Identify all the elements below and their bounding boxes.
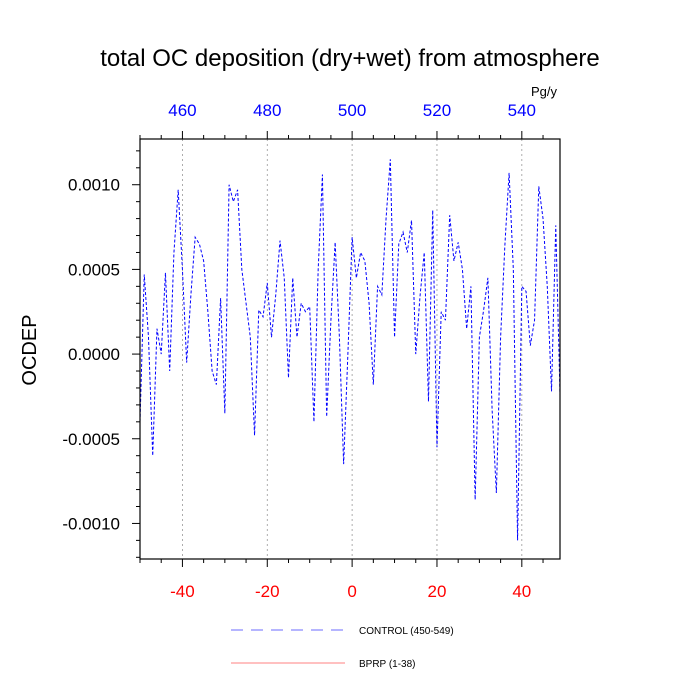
x-bottom-tick-label: 40 <box>512 582 531 601</box>
x-bottom-tick-label: -40 <box>170 582 195 601</box>
x-top-tick-labels: 460 480 500 520 540 <box>168 101 536 120</box>
x-top-tick-label: 520 <box>423 101 451 120</box>
x-top-tick-label: 480 <box>253 101 281 120</box>
grid-lines <box>182 139 523 559</box>
minor-ticks <box>136 135 544 563</box>
y-tick-label: 0.0010 <box>68 176 120 195</box>
y-tick-label: -0.0005 <box>62 430 120 449</box>
series-line-control <box>139 159 561 541</box>
x-top-tick-label: 460 <box>168 101 196 120</box>
legend-label-bprp: BPRP (1-38) <box>359 659 416 670</box>
y-axis-label: OCDEP <box>19 314 41 385</box>
x-bottom-tick-label: 0 <box>347 582 356 601</box>
y-tick-label: -0.0010 <box>62 514 120 533</box>
series-lines <box>139 159 561 541</box>
plot-frame <box>139 138 561 560</box>
top-axis-unit-label: Pg/y <box>531 84 558 99</box>
y-tick-label: 0.0000 <box>68 345 120 364</box>
legend: CONTROL (450-549) BPRP (1-38) <box>231 626 454 670</box>
major-ticks <box>132 131 523 567</box>
x-top-tick-label: 540 <box>508 101 536 120</box>
x-bottom-tick-label: -20 <box>255 582 280 601</box>
chart-title: total OC deposition (dry+wet) from atmos… <box>100 45 600 72</box>
x-bottom-tick-labels: -40 -20 0 20 40 <box>170 582 531 601</box>
x-top-tick-label: 500 <box>338 101 366 120</box>
legend-label-control: CONTROL (450-549) <box>359 626 454 637</box>
y-tick-label: 0.0005 <box>68 260 120 279</box>
x-bottom-tick-label: 20 <box>428 582 447 601</box>
y-tick-labels: -0.0010 -0.0005 0.0000 0.0005 0.0010 <box>62 176 120 534</box>
